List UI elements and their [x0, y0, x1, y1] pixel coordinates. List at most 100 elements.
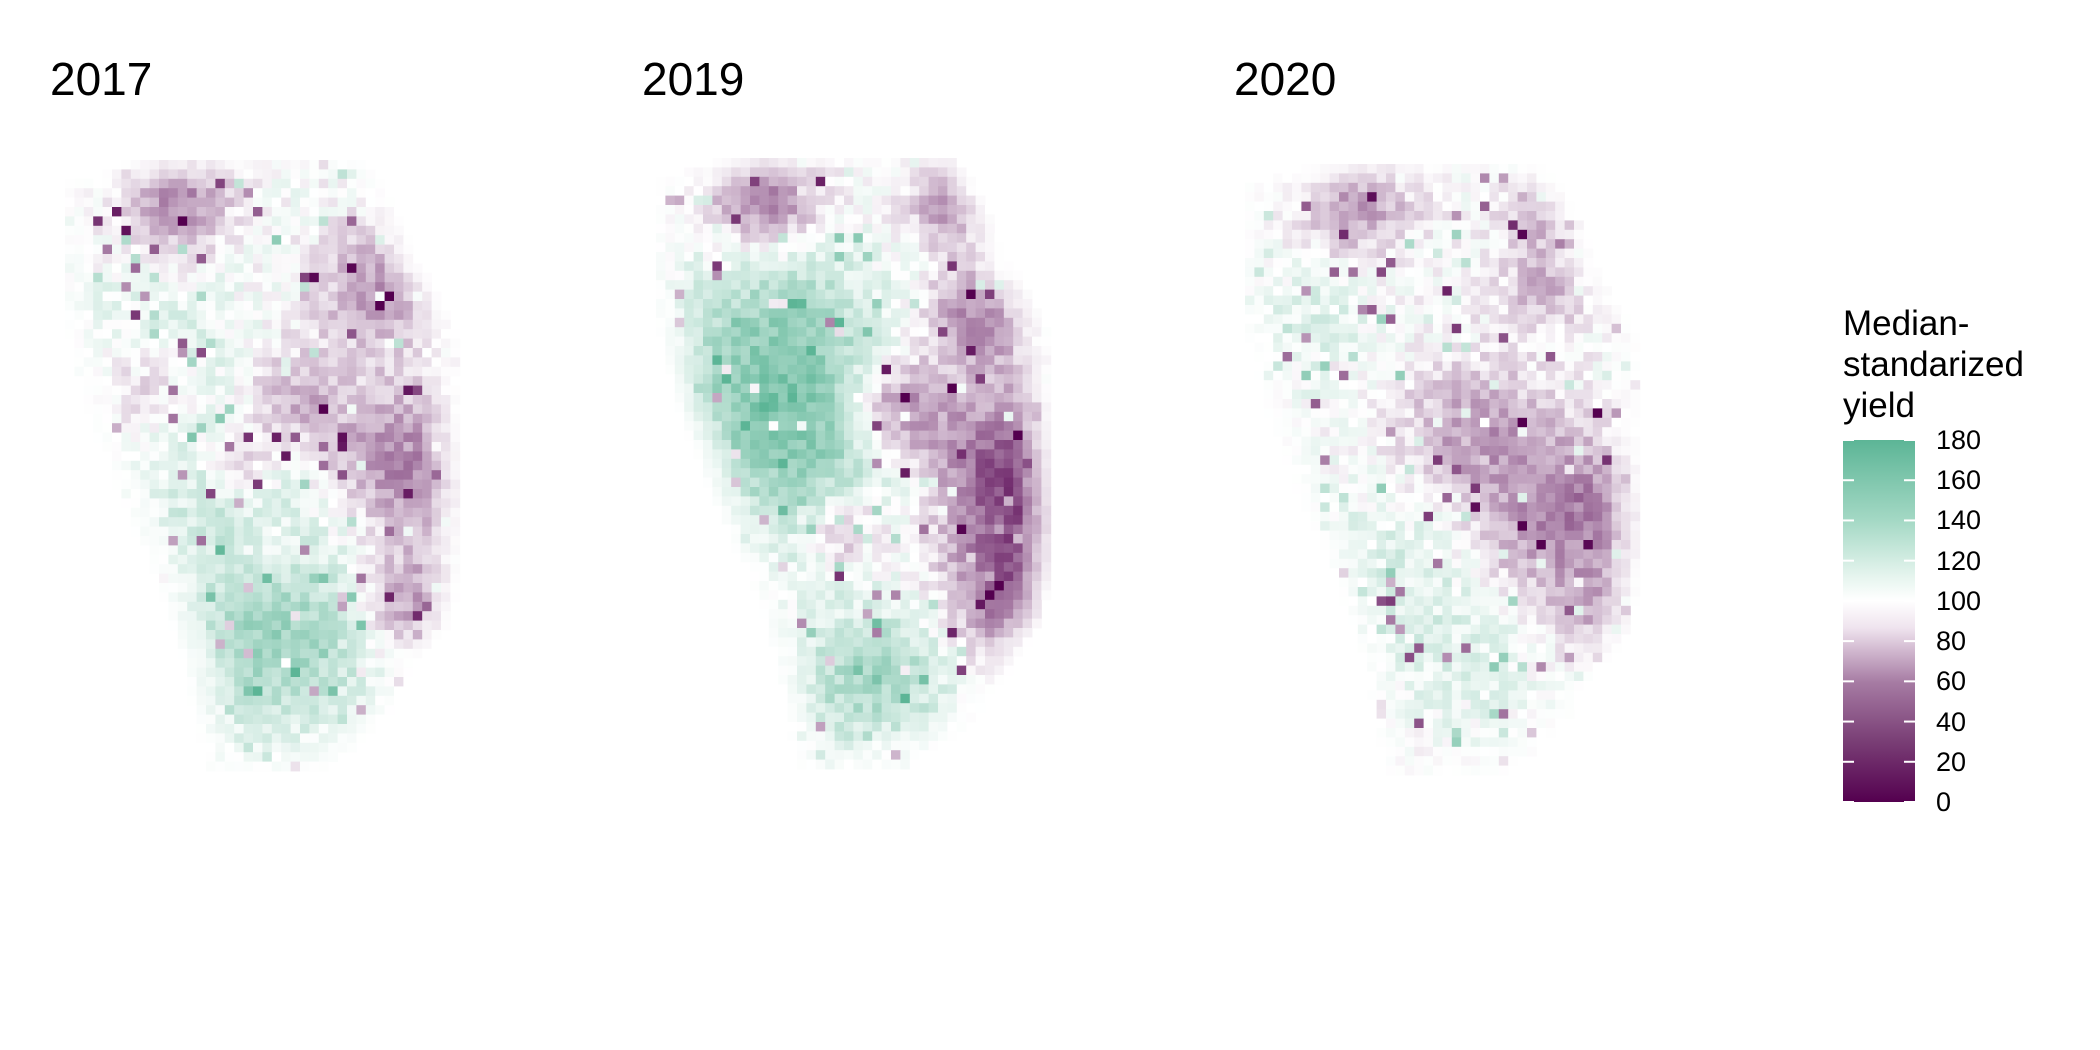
heatmap-cell [919, 261, 929, 272]
panel-map-2017 [65, 160, 461, 772]
heatmap-cell [872, 693, 882, 704]
heatmap-cell [1003, 421, 1014, 431]
heatmap-cell [121, 489, 132, 499]
heatmap-cell [309, 348, 320, 358]
heatmap-cell [928, 336, 939, 347]
heatmap-cell [750, 252, 760, 262]
heatmap-cell [1003, 665, 1014, 676]
heatmap-cell [1022, 562, 1033, 572]
heatmap-cell [356, 489, 367, 499]
heatmap-cell [159, 366, 169, 377]
heatmap-cell [740, 430, 751, 441]
heatmap-cell [1395, 229, 1406, 240]
heatmap-cell [347, 630, 357, 640]
heatmap-cell [909, 562, 920, 572]
heatmap-cell [844, 684, 854, 695]
heatmap-cell [328, 592, 338, 603]
heatmap-cell [778, 214, 788, 225]
heatmap-cell [1508, 314, 1518, 325]
heatmap-cell [844, 252, 854, 262]
heatmap-cell [1022, 543, 1033, 554]
heatmap-cell [403, 263, 414, 274]
heatmap-cell [328, 169, 338, 180]
heatmap-cell [731, 364, 741, 375]
heatmap-cell [853, 722, 864, 732]
heatmap-cell [281, 630, 291, 640]
heatmap-cell [909, 703, 920, 713]
heatmap-cell [778, 280, 788, 290]
heatmap-cell [215, 451, 226, 462]
heatmap-cell [121, 507, 132, 518]
heatmap-cell [656, 233, 666, 243]
heatmap-cell [956, 693, 967, 704]
heatmap-cell [665, 346, 676, 356]
heatmap-cell [224, 395, 235, 405]
heatmap-cell [919, 411, 929, 422]
heatmap-cell [909, 552, 920, 563]
heatmap-cell [309, 282, 320, 292]
heatmap-cell [928, 656, 939, 666]
heatmap-cell [862, 534, 873, 544]
heatmap-cell [1013, 299, 1023, 309]
heatmap-cell [862, 317, 873, 328]
heatmap-cell [778, 393, 788, 403]
heatmap-cell [300, 564, 310, 574]
heatmap-cell [450, 592, 461, 603]
heatmap-cell [834, 750, 845, 760]
heatmap-cell [215, 432, 226, 443]
heatmap-cell [956, 270, 967, 281]
heatmap-cell [693, 195, 704, 206]
heatmap-cell [1022, 336, 1033, 347]
heatmap-cell [1273, 173, 1283, 184]
heatmap-cell [806, 458, 817, 469]
panel-title-2020: 2020 [1234, 53, 1337, 105]
heatmap-cell [149, 507, 160, 518]
heatmap-cell [872, 195, 882, 206]
heatmap-cell [290, 639, 301, 650]
heatmap-cell [825, 355, 835, 366]
heatmap-cell [234, 742, 244, 753]
heatmap-cell [121, 423, 132, 433]
heatmap-cell [994, 543, 1005, 554]
heatmap-cell [909, 299, 920, 309]
heatmap-cell [1339, 267, 1349, 278]
heatmap-cell [1367, 248, 1377, 259]
heatmap-cell [375, 432, 385, 443]
heatmap-cell [394, 272, 404, 283]
heatmap-cell [1498, 267, 1509, 278]
heatmap-cell [1423, 286, 1434, 296]
heatmap-cell [412, 658, 423, 668]
heatmap-cell [441, 601, 451, 612]
heatmap-cell [693, 205, 704, 215]
heatmap-cell [956, 299, 967, 309]
heatmap-cell [975, 299, 986, 309]
heatmap-cell [1470, 229, 1481, 240]
heatmap-cell [797, 355, 807, 366]
heatmap-cell [825, 693, 835, 704]
heatmap-cell [281, 216, 291, 227]
heatmap-cell [253, 272, 263, 283]
heatmap-cell [778, 552, 788, 563]
heatmap-cell [1032, 562, 1042, 572]
heatmap-cell [938, 609, 948, 619]
heatmap-cell [206, 160, 216, 170]
heatmap-cell [159, 545, 169, 556]
heatmap-cell [262, 752, 273, 762]
heatmap-cell [956, 590, 967, 601]
heatmap-cell [759, 515, 770, 525]
heatmap-cell [1564, 258, 1575, 268]
heatmap-cell [1489, 220, 1500, 231]
heatmap-cell [309, 338, 320, 349]
heatmap-cell [1245, 295, 1255, 306]
heatmap-cell [412, 648, 423, 659]
heatmap-cell [806, 205, 817, 215]
heatmap-cell [1442, 211, 1453, 221]
heatmap-cell [1301, 333, 1312, 343]
heatmap-cell [834, 740, 845, 751]
heatmap-cell [928, 722, 939, 732]
heatmap-cell [328, 244, 338, 255]
heatmap-cell [778, 440, 788, 450]
heatmap-cell [1310, 286, 1321, 296]
heatmap-cell [394, 385, 404, 396]
heatmap-cell [1480, 333, 1490, 343]
